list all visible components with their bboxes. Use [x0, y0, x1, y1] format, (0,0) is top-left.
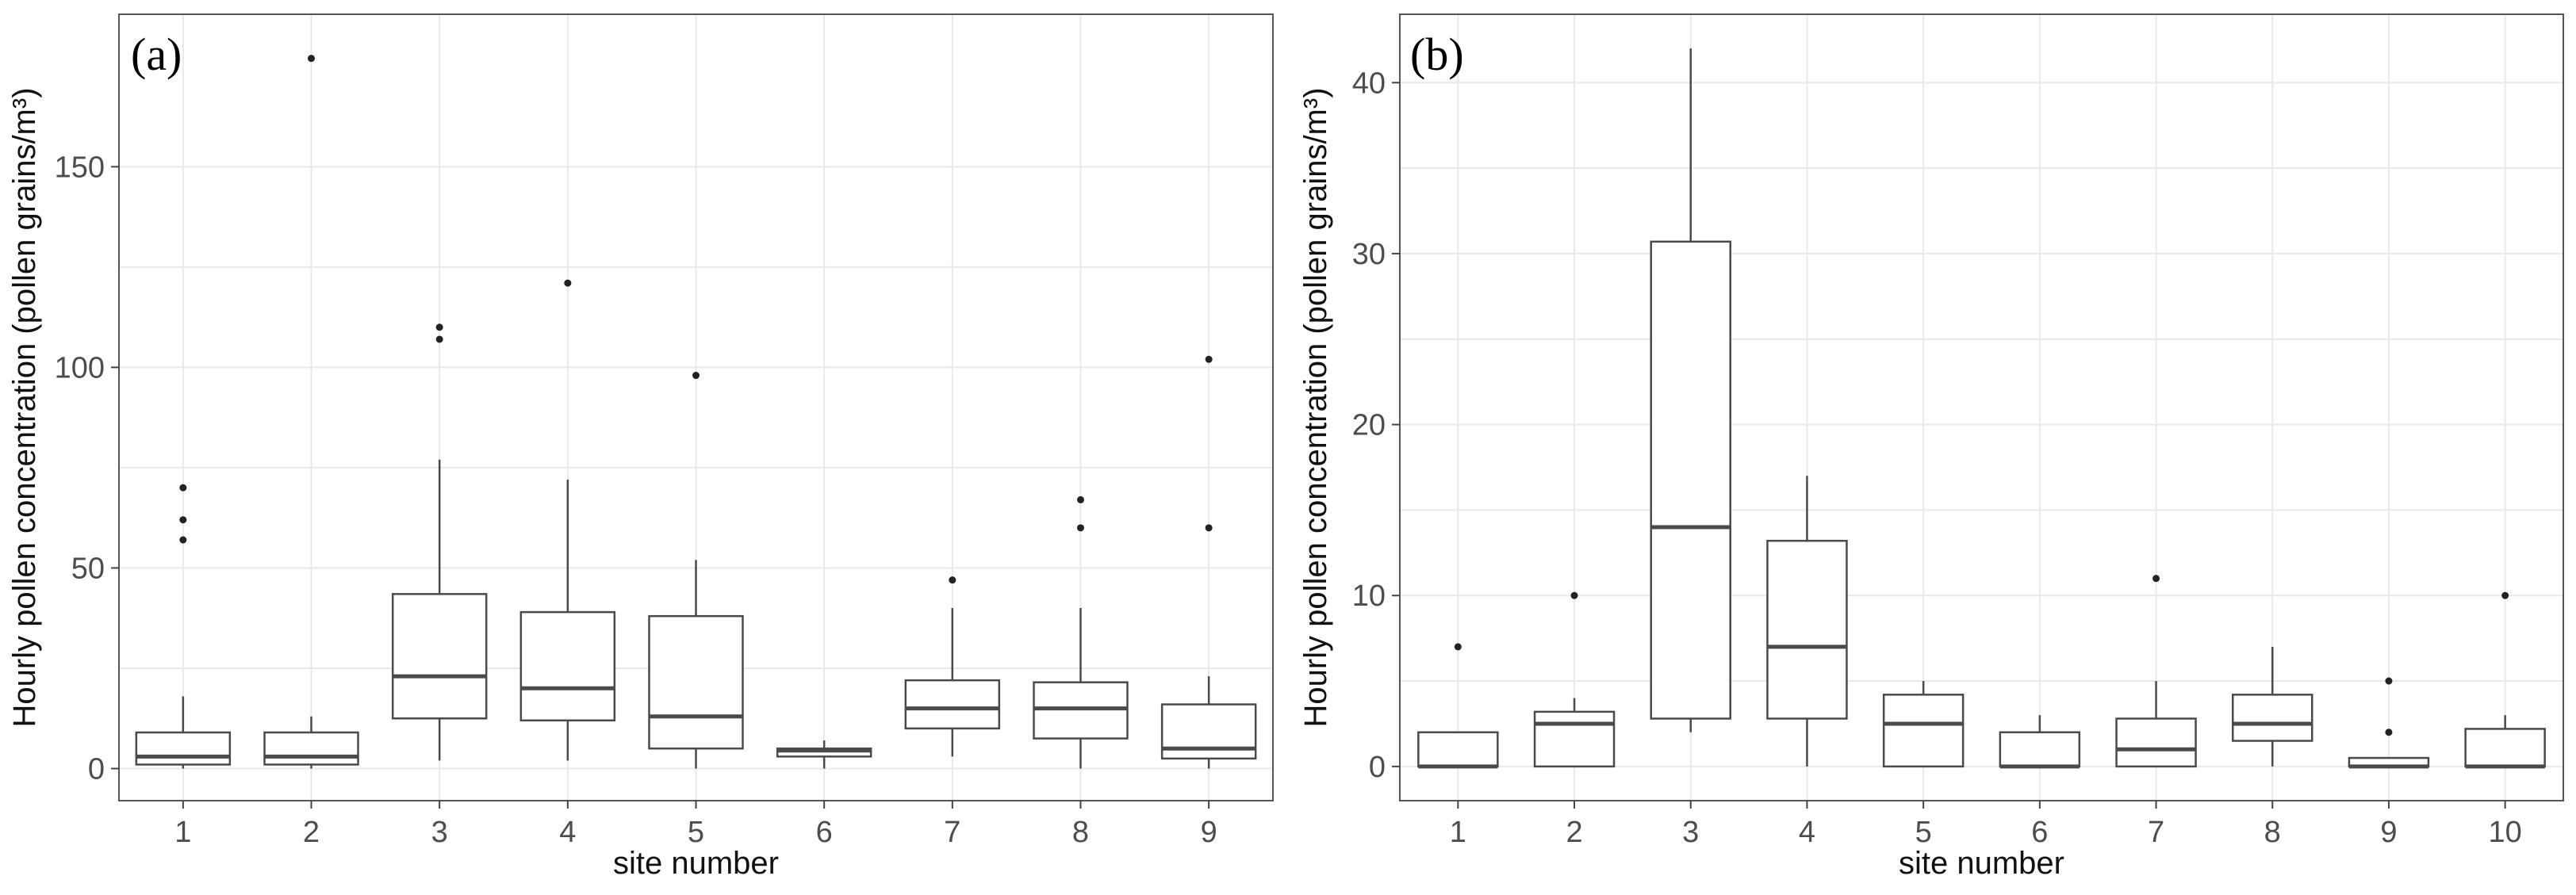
box-site-3	[391, 593, 488, 720]
box-site-1	[1417, 731, 1499, 768]
outlier-point	[1077, 495, 1084, 503]
outlier-point	[179, 536, 187, 544]
x-tick-label: 8	[1072, 816, 1089, 849]
box-site-6	[776, 747, 872, 758]
x-tick-label: 2	[1566, 816, 1582, 849]
panel-a: 0 50 100 150 1 2 3 4 5 6 7 8 9 site number Hourly poll…	[7, 13, 1274, 881]
y-tick-label: 20	[1352, 409, 1386, 442]
panel-b: 0 10 20 30 40 1 2 3 4 5 6 7 8 9 10 site number Hourly po…	[1298, 13, 2564, 881]
y-axis-title: Hourly pollen concentration (pollen grai…	[7, 87, 42, 727]
outlier-point	[2385, 729, 2393, 736]
box-site-2	[1533, 710, 1616, 768]
box-site-7	[904, 679, 1001, 730]
x-tick-label: 10	[2489, 816, 2522, 849]
x-tick-label: 1	[1450, 816, 1466, 849]
outlier-point	[1205, 355, 1213, 363]
x-tick-label: 6	[2031, 816, 2048, 849]
outlier-point	[435, 335, 443, 343]
y-axis-title: Hourly pollen concentration (pollen grai…	[1298, 87, 1333, 727]
x-tick-label: 9	[1201, 816, 1217, 849]
y-tick-label: 50	[71, 552, 105, 585]
outlier-point	[2385, 677, 2393, 685]
outlier-point	[1570, 591, 1578, 599]
box-site-5	[1882, 694, 1965, 768]
x-tick-label: 2	[303, 816, 320, 849]
x-tick-label: 3	[1682, 816, 1699, 849]
panel-border	[1399, 13, 2564, 801]
x-tick-label: 3	[431, 816, 448, 849]
y-tick-label: 40	[1352, 67, 1386, 100]
box-site-3	[1650, 240, 1731, 720]
box-site-10	[2464, 728, 2546, 768]
outlier-point	[1077, 524, 1084, 532]
x-tick-label: 7	[2148, 816, 2164, 849]
y-tick-label: 100	[55, 351, 105, 384]
x-axis-title: site number	[1899, 846, 2064, 881]
y-tick-label: 10	[1352, 579, 1386, 613]
box-site-4	[1766, 539, 1848, 720]
box-site-4	[519, 610, 616, 722]
outlier-point	[179, 484, 187, 491]
panel-label: (b)	[1410, 29, 1464, 80]
outlier-point	[1205, 524, 1213, 532]
x-tick-label: 1	[174, 816, 191, 849]
box-site-7	[2115, 717, 2197, 768]
outlier-point	[1454, 643, 1462, 651]
x-axis-title: site number	[613, 846, 779, 881]
y-tick-label: 0	[88, 753, 105, 786]
x-tick-label: 9	[2380, 816, 2397, 849]
box-site-8	[2232, 694, 2313, 742]
outlier-point	[2501, 591, 2509, 599]
box-site-5	[648, 614, 744, 750]
outlier-point	[564, 279, 572, 287]
y-tick-label: 30	[1352, 238, 1386, 271]
y-tick-label: 0	[1369, 751, 1386, 784]
panel-label: (a)	[131, 29, 182, 80]
x-tick-label: 8	[2264, 816, 2281, 849]
x-tick-label: 7	[944, 816, 960, 849]
box-site-2	[263, 731, 359, 766]
y-tick-label: 150	[55, 151, 105, 184]
box-site-8	[1033, 681, 1129, 740]
box-site-6	[1999, 731, 2081, 768]
box-site-1	[135, 731, 232, 766]
outlier-point	[949, 576, 956, 584]
x-tick-label: 4	[559, 816, 576, 849]
x-tick-label: 6	[816, 816, 833, 849]
outlier-point	[2152, 575, 2160, 583]
outlier-point	[435, 323, 443, 331]
x-tick-label: 5	[688, 816, 704, 849]
outlier-point	[179, 516, 187, 524]
outlier-point	[308, 55, 315, 63]
x-tick-label: 5	[1915, 816, 1932, 849]
outlier-point	[692, 372, 700, 380]
x-tick-label: 4	[1799, 816, 1815, 849]
